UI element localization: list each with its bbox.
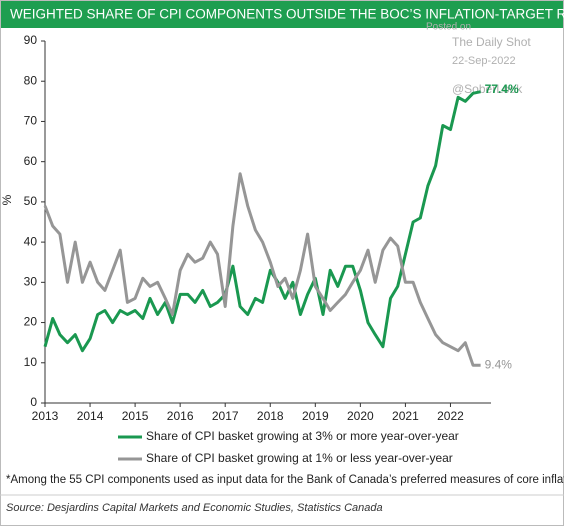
y-axis-label: % xyxy=(0,194,14,205)
y-tick-label: 80 xyxy=(24,73,38,87)
watermark: The Daily Shot xyxy=(452,35,531,49)
y-tick-label: 50 xyxy=(24,194,38,208)
legend-label: Share of CPI basket growing at 3% or mor… xyxy=(146,429,459,443)
x-tick-label: 2021 xyxy=(392,409,419,423)
x-tick-label: 2014 xyxy=(77,409,104,423)
x-tick-label: 2015 xyxy=(122,409,149,423)
watermark: @SoberLook xyxy=(452,82,523,96)
x-tick-label: 2019 xyxy=(302,409,329,423)
series-line xyxy=(43,172,481,367)
x-tick-label: 2018 xyxy=(257,409,284,423)
y-tick-label: 60 xyxy=(24,154,38,168)
y-tick-label: 40 xyxy=(24,234,38,248)
x-tick-label: 2020 xyxy=(347,409,374,423)
chart-title: WEIGHTED SHARE OF CPI COMPONENTS OUTSIDE… xyxy=(10,7,564,22)
end-label: 9.4% xyxy=(485,357,513,371)
x-tick-label: 2022 xyxy=(437,409,464,423)
y-tick-label: 90 xyxy=(24,33,38,47)
y-tick-label: 30 xyxy=(24,275,38,289)
x-tick-label: 2013 xyxy=(32,409,59,423)
y-tick-label: 70 xyxy=(24,114,38,128)
end-label: 77.4% xyxy=(485,82,519,96)
series-line xyxy=(43,90,481,353)
source: Source: Desjardins Capital Markets and E… xyxy=(6,502,383,514)
x-tick-label: 2017 xyxy=(212,409,239,423)
footnote: *Among the 55 CPI components used as inp… xyxy=(6,474,564,486)
y-tick-label: 20 xyxy=(24,315,38,329)
legend-label: Share of CPI basket growing at 1% or les… xyxy=(146,451,453,465)
y-tick-label: 0 xyxy=(30,395,37,409)
y-tick-label: 10 xyxy=(24,355,38,369)
watermark: 22-Sep-2022 xyxy=(452,55,516,67)
title-bar xyxy=(1,1,563,28)
x-tick-label: 2016 xyxy=(167,409,194,423)
watermark: Posted on xyxy=(426,22,471,33)
